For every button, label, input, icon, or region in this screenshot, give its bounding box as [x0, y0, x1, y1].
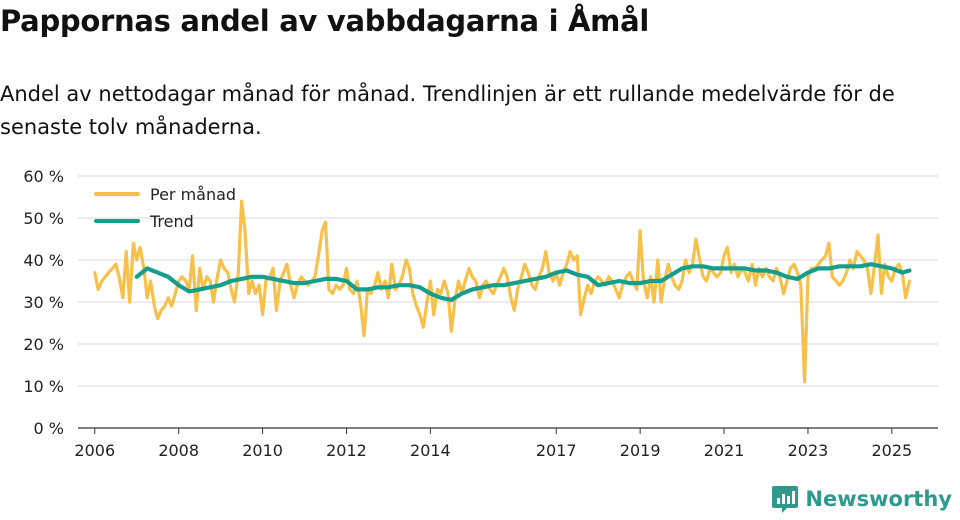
x-tick-label: 2019: [620, 441, 661, 460]
legend-label-per-manad: Per månad: [150, 185, 236, 204]
x-axis-ticks: 2006 2008 2010 2012 2014 2017 2019 2021 2023 2025: [74, 428, 912, 460]
y-tick-label: 60 %: [23, 167, 64, 186]
series-lines: [93, 199, 912, 384]
y-tick-label: 40 %: [23, 251, 64, 270]
legend-label-trend: Trend: [149, 212, 194, 231]
x-tick-label: 2012: [326, 441, 367, 460]
line-chart: 0 % 10 % 20 % 30 % 40 % 50 % 60 % 2006 2008 2010…: [23, 167, 938, 460]
x-tick-label: 2025: [871, 441, 912, 460]
chart-title: Pappornas andel av vabbdagarna i Åmål: [0, 4, 649, 38]
y-tick-label: 0 %: [34, 419, 64, 438]
brand-name: Newsworthy: [805, 487, 952, 511]
x-tick-label: 2014: [410, 441, 451, 460]
series-line-per-manad: [93, 199, 912, 384]
newsworthy-logo-icon: [772, 486, 799, 513]
legend: Per månad Trend: [94, 185, 236, 231]
x-tick-label: 2021: [704, 441, 745, 460]
y-tick-label: 30 %: [23, 293, 64, 312]
newsworthy-logo: Newsworthy: [771, 484, 952, 514]
x-tick-label: 2006: [74, 441, 115, 460]
x-tick-label: 2008: [158, 441, 199, 460]
y-tick-label: 50 %: [23, 209, 64, 228]
gridlines: [78, 175, 938, 429]
x-tick-label: 2023: [788, 441, 829, 460]
x-tick-label: 2010: [242, 441, 283, 460]
chart-subtitle: Andel av nettodagar månad för månad. Tre…: [0, 82, 895, 139]
y-tick-label: 10 %: [23, 377, 64, 396]
y-axis-ticks: 0 % 10 % 20 % 30 % 40 % 50 % 60 %: [23, 167, 64, 438]
x-tick-label: 2017: [536, 441, 577, 460]
y-tick-label: 20 %: [23, 335, 64, 354]
series-line-trend: [134, 262, 912, 302]
